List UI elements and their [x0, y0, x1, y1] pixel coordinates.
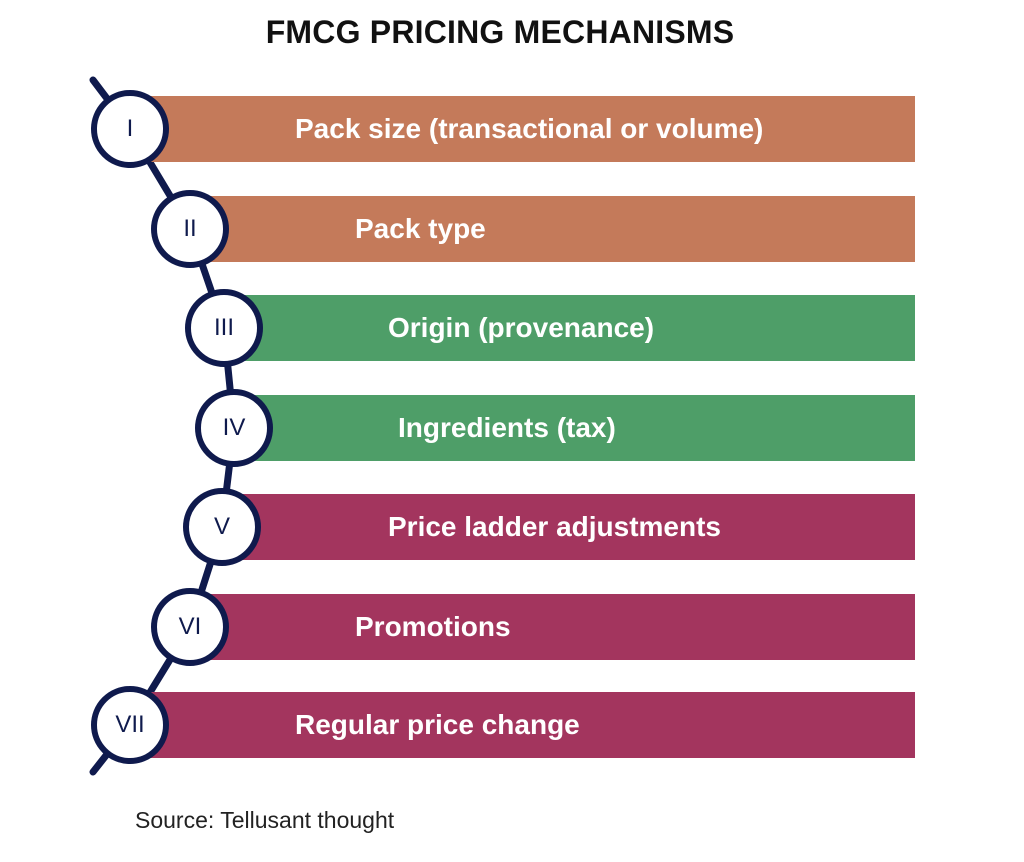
mechanism-label: Promotions [355, 611, 511, 642]
numeral-node: V [183, 488, 261, 566]
mechanism-bar: Price ladder adjustments [222, 494, 915, 560]
mechanism-bar: Pack type [190, 196, 915, 262]
numeral-node: VI [151, 588, 229, 666]
mechanism-bar: Regular price change [130, 692, 915, 758]
mechanism-bar: Pack size (transactional or volume) [130, 96, 915, 162]
mechanism-label: Price ladder adjustments [388, 511, 722, 542]
mechanism-label: Pack type [355, 213, 486, 244]
mechanism-label: Pack size (transactional or volume) [295, 113, 764, 144]
mechanism-label: Ingredients (tax) [398, 412, 616, 443]
roman-numeral: III [213, 314, 234, 341]
mechanism-bar: Ingredients (tax) [234, 395, 915, 461]
numeral-node: III [185, 289, 263, 367]
mechanism-label: Origin (provenance) [388, 312, 655, 343]
mechanism-bar: Promotions [190, 594, 915, 660]
mechanism-label: Regular price change [295, 709, 580, 740]
numeral-node: II [151, 190, 229, 268]
source-note: Source: Tellusant thought [135, 807, 395, 833]
roman-numeral: II [183, 215, 197, 242]
roman-numeral: I [126, 115, 134, 142]
roman-numeral: VII [115, 711, 145, 738]
roman-numeral: IV [222, 414, 246, 441]
roman-numeral: VI [178, 613, 202, 640]
diagram-title: FMCG PRICING MECHANISMS [265, 14, 735, 50]
mechanism-bar: Origin (provenance) [224, 295, 915, 361]
roman-numeral: V [213, 513, 230, 540]
numeral-node: IV [195, 389, 273, 467]
numeral-node: VII [91, 686, 169, 764]
numeral-node: I [91, 90, 169, 168]
